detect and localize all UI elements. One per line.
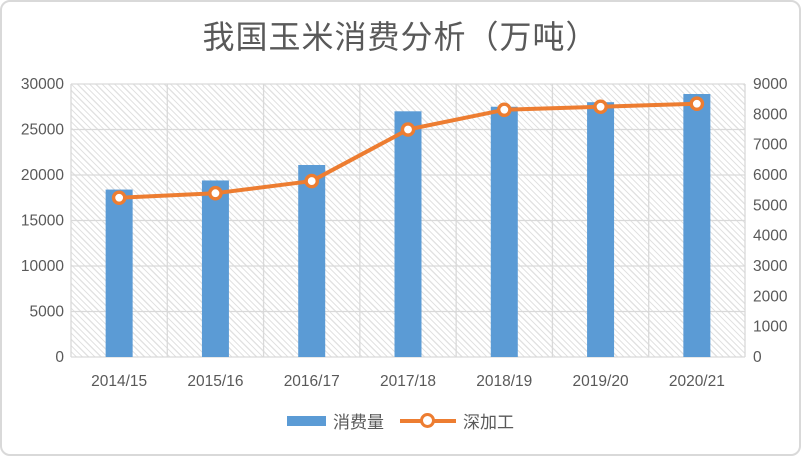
- legend-item-deep-processing[interactable]: 深加工: [400, 408, 514, 433]
- bar-2014/15: [105, 189, 133, 357]
- line-marker-2017/18: [400, 122, 416, 137]
- line-series-swatch-icon: [400, 413, 456, 428]
- left-axis-tick-label: 15000: [21, 213, 64, 230]
- chart-title: 我国玉米消费分析（万吨）: [202, 19, 599, 55]
- bar-2017/18: [394, 111, 422, 357]
- x-axis-label-2014/15: 2014/15: [91, 373, 147, 390]
- x-axis-label-2018/19: 2018/19: [476, 373, 532, 390]
- right-axis-tick-label: 4000: [753, 228, 788, 245]
- x-axis-label-2015/16: 2015/16: [187, 373, 243, 390]
- x-axis-label-2020/21: 2020/21: [669, 373, 725, 390]
- bar-series-swatch-icon: [287, 415, 326, 426]
- legend: 消费量 深加工: [2, 408, 799, 433]
- left-axis-tick-label: 25000: [21, 122, 64, 139]
- right-axis-tick-label: 8000: [753, 106, 788, 123]
- left-axis-tick-label: 30000: [21, 76, 64, 93]
- line-marker-2015/16: [208, 185, 223, 201]
- line-marker-2019/20: [593, 99, 608, 115]
- right-axis-tick-label: 2000: [753, 288, 788, 305]
- right-axis-tick-label: 3000: [753, 258, 788, 275]
- x-axis-label-2017/18: 2017/18: [380, 373, 436, 390]
- line-marker-2014/15: [111, 190, 127, 206]
- bar-2019/20: [587, 102, 615, 357]
- left-axis-tick-label: 0: [55, 349, 64, 366]
- bar-2020/21: [683, 94, 711, 357]
- left-axis-tick-label: 5000: [30, 304, 65, 321]
- bar-2016/17: [298, 164, 326, 357]
- left-axis-tick-label: 10000: [21, 258, 64, 275]
- line-marker-2020/21: [689, 96, 705, 112]
- right-axis-tick-label: 1000: [753, 319, 788, 336]
- right-axis-tick-label: 9000: [753, 76, 788, 93]
- right-axis-tick-label: 6000: [753, 167, 788, 184]
- x-axis-label-2019/20: 2019/20: [573, 373, 629, 390]
- right-axis-tick-label: 7000: [753, 137, 788, 154]
- legend-label-consumption: 消费量: [333, 413, 384, 432]
- line-marker-2016/17: [304, 173, 320, 189]
- bar-2018/19: [490, 106, 518, 357]
- bar-2015/16: [201, 180, 229, 357]
- left-axis-tick-label: 20000: [21, 167, 64, 184]
- right-axis-tick-label: 5000: [753, 197, 788, 214]
- x-axis-label-2016/17: 2016/17: [284, 373, 340, 390]
- legend-item-consumption[interactable]: 消费量: [287, 408, 384, 433]
- right-axis-tick-label: 0: [753, 349, 762, 366]
- legend-label-deep-processing: 深加工: [463, 413, 514, 432]
- line-marker-2018/19: [496, 102, 512, 118]
